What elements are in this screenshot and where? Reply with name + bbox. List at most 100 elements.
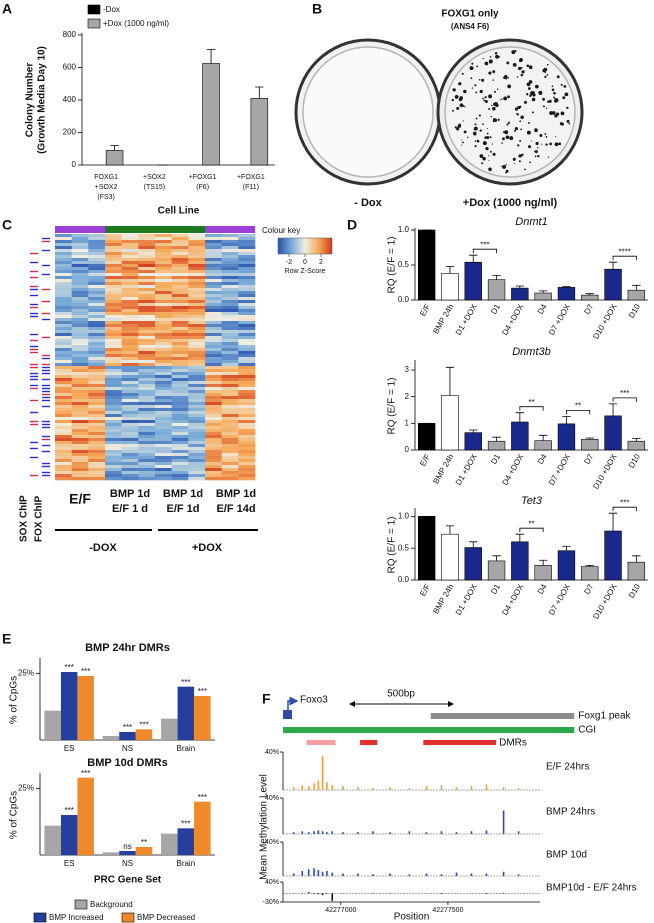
heatmap-cell: [188, 327, 206, 331]
y-tick-label: 0: [72, 160, 77, 169]
heatmap-cell: [71, 285, 89, 289]
heatmap-cell: [188, 339, 206, 343]
heatmap-cell: [221, 456, 239, 460]
heatmap-cell: [105, 255, 122, 259]
heatmap-cell: [221, 282, 239, 286]
colony: [473, 126, 478, 131]
heatmap-cell: [155, 396, 172, 400]
panel-label: F: [262, 691, 271, 707]
heatmap-cell: [138, 381, 156, 385]
heatmap-cell: [238, 390, 256, 394]
colony: [488, 59, 493, 64]
heatmap-cell: [205, 324, 222, 328]
heatmap-cell: [221, 342, 239, 346]
heatmap-cell: [71, 432, 89, 436]
colony: [482, 123, 484, 126]
methylation-bar: [502, 810, 505, 834]
colony: [503, 96, 508, 101]
error-bar: [515, 533, 525, 542]
heatmap-cell: [171, 318, 189, 322]
heatmap-cell: [171, 267, 189, 271]
y-tick-label: 1: [405, 418, 410, 427]
heatmap-cell: [121, 441, 139, 445]
heatmap-cell: [171, 300, 189, 304]
heatmap-cell: [88, 477, 106, 481]
heatmap-cell: [155, 333, 172, 337]
colony: [482, 57, 484, 60]
heatmap-cell: [105, 447, 122, 451]
legend-swatch: [33, 912, 47, 923]
methylation-bar: [292, 873, 295, 876]
legend-label: BMP Decreased: [137, 913, 195, 922]
heatmap-cell: [71, 303, 89, 307]
heatmap-cell: [71, 327, 89, 331]
heatmap-cell: [121, 348, 139, 352]
x-tick-label: D1 +DOX: [454, 582, 479, 617]
colony: [544, 133, 547, 135]
heatmap-cell: [155, 459, 172, 463]
heatmap-cell: [105, 393, 122, 397]
heatmap-cell: [71, 243, 89, 247]
heatmap-cell: [105, 306, 122, 310]
heatmap-cell: [138, 249, 156, 253]
colony: [526, 130, 531, 135]
heatmap-cell: [155, 366, 172, 370]
heatmap-cell: [171, 453, 189, 457]
x-tick-label: D10 +DOX: [591, 302, 619, 341]
heatmap-cell: [71, 375, 89, 379]
heatmap-cell: [188, 354, 206, 358]
heatmap-cell: [55, 366, 72, 370]
colony: [488, 107, 491, 111]
heatmap-cell: [138, 363, 156, 367]
error-bar: [585, 437, 594, 440]
heatmap-cell: [105, 297, 122, 301]
heatmap-cell: [188, 243, 206, 247]
heatmap-cell: [88, 240, 106, 244]
colony: [516, 113, 520, 116]
bar: [604, 268, 622, 301]
heatmap-cell: [121, 318, 139, 322]
colony: [492, 106, 496, 111]
colony: [528, 122, 530, 124]
heatmap-cell: [155, 330, 172, 334]
heatmap-cell: [55, 261, 72, 265]
colony: [519, 120, 522, 123]
colony: [511, 50, 516, 55]
colony: [488, 167, 492, 172]
error-bar: [515, 412, 525, 422]
heatmap-cell: [55, 360, 72, 364]
heatmap-cell: [105, 423, 122, 427]
heatmap-cell: [55, 357, 72, 361]
heatmap-cell: [205, 237, 222, 241]
heatmap-cell: [71, 468, 89, 472]
heatmap-cell: [71, 351, 89, 355]
heatmap-cell: [171, 309, 189, 313]
heatmap-cell: [71, 405, 89, 409]
heatmap-cell: [171, 429, 189, 433]
bar: [135, 729, 153, 740]
heatmap-cell: [238, 417, 256, 421]
x-tick-label: Brain: [176, 744, 195, 753]
heatmap-cell: [188, 456, 206, 460]
heatmap-cell: [221, 465, 239, 469]
significance: ***: [139, 720, 148, 729]
heatmap-cell: [105, 303, 122, 307]
heatmap-cell: [121, 333, 139, 337]
colony: [514, 107, 519, 111]
heatmap-cell: [71, 474, 89, 478]
heatmap-cell: [238, 378, 256, 382]
heatmap-cell: [88, 354, 106, 358]
colony: [521, 70, 525, 74]
heatmap-cell: [55, 432, 72, 436]
heatmap-cell: [205, 285, 222, 289]
heatmap-cell: [121, 426, 139, 430]
heatmap-cell: [188, 342, 206, 346]
colour-key: [277, 237, 333, 255]
heatmap-cell: [121, 375, 139, 379]
heatmap-cell: [88, 339, 106, 343]
heatmap-cell: [71, 273, 89, 277]
x-axis-label: PRC Gene Set: [94, 875, 162, 886]
colour-key-title: Colour key: [262, 226, 300, 235]
column-label: E/F 1d: [166, 503, 199, 515]
heatmap-cell: [105, 285, 122, 289]
